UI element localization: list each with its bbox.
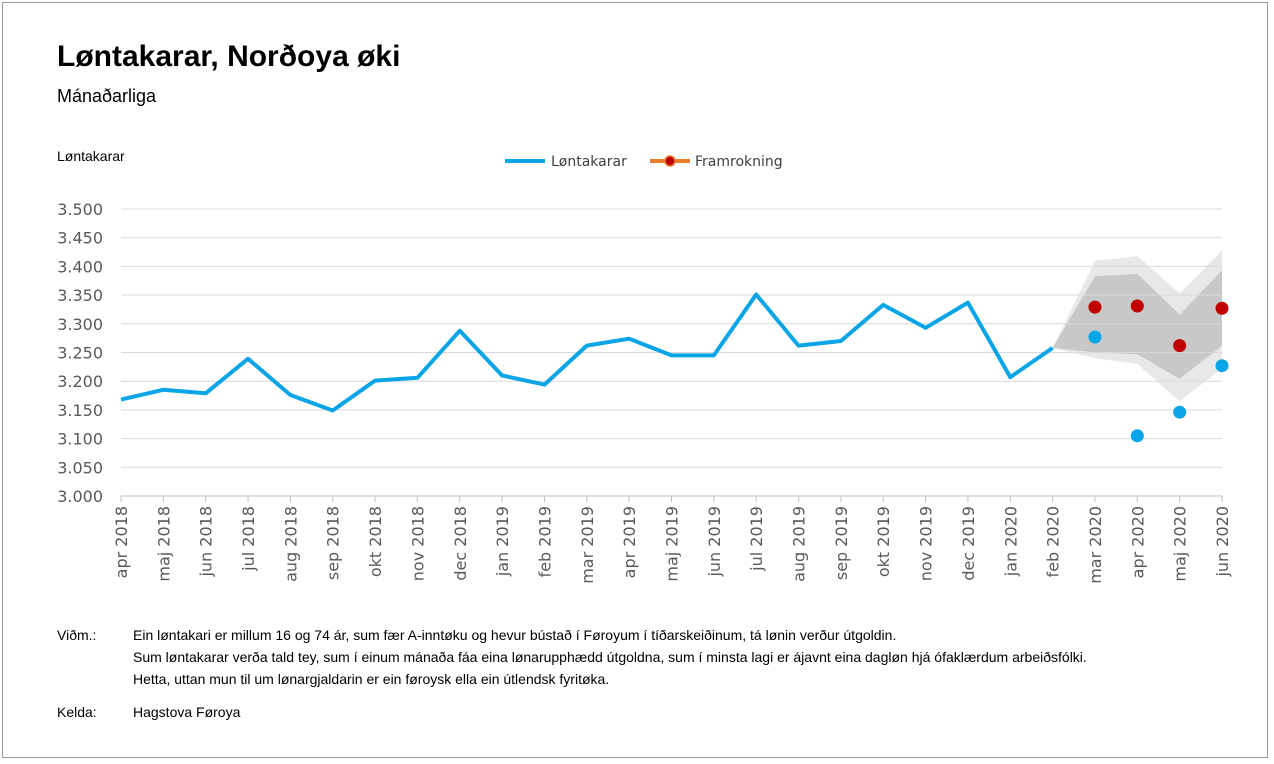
forecast-point <box>1215 301 1229 315</box>
x-tick-label: nov 2019 <box>917 506 936 581</box>
x-tick-label: feb 2019 <box>535 506 554 577</box>
notes-line-3: Hetta, uttan mun til um lønargjaldarin e… <box>133 671 610 687</box>
x-tick-label: okt 2019 <box>874 506 893 577</box>
legend-swatch-framrokning-marker <box>664 155 676 167</box>
forecast-point <box>1173 339 1187 353</box>
y-tick-label: 3.050 <box>57 458 103 477</box>
series-layer <box>120 292 1229 443</box>
y-axis-label: Løntakarar <box>57 148 125 164</box>
notes-label: Viðm.: <box>57 627 97 643</box>
legend-label-lontakarar: Løntakarar <box>551 154 627 170</box>
x-tick-label: dec 2019 <box>959 506 978 581</box>
x-tick-label: jun 2020 <box>1213 506 1232 578</box>
x-tick-label: okt 2018 <box>366 506 385 577</box>
actual-point <box>1130 429 1144 443</box>
x-tick-label: jun 2019 <box>705 506 724 578</box>
x-tick-label: feb 2020 <box>1044 506 1063 577</box>
x-tick-label: jul 2018 <box>239 506 258 572</box>
actual-point <box>1088 330 1102 344</box>
forecast-bands <box>1052 250 1222 402</box>
x-tick-label: maj 2019 <box>663 506 682 582</box>
y-tick-label: 3.400 <box>57 257 103 276</box>
x-tick-label: jun 2018 <box>197 506 216 578</box>
notes-line-2: Sum løntakarar verða tald tey, sum í ein… <box>133 649 1087 665</box>
y-tick-label: 3.350 <box>57 286 103 305</box>
source-text: Hagstova Føroya <box>133 704 241 720</box>
x-tick-label: mar 2019 <box>578 506 597 584</box>
y-tick-label: 3.000 <box>57 487 103 506</box>
source-label: Kelda: <box>57 704 97 720</box>
y-tick-label: 3.500 <box>57 200 103 219</box>
axes: 3.000 3.050 3.100 3.150 3.200 3.250 3.300 3.350… <box>57 200 1232 584</box>
y-tick-label: 3.450 <box>57 229 103 248</box>
gridlines <box>121 208 1222 468</box>
y-tick-label: 3.250 <box>57 344 103 363</box>
x-tick-label: sep 2018 <box>324 506 343 580</box>
x-tick-label: jul 2019 <box>747 506 766 572</box>
x-tick-label: apr 2018 <box>112 506 131 578</box>
x-tick-label: sep 2019 <box>832 506 851 580</box>
x-tick-label: mar 2020 <box>1086 506 1105 584</box>
chart-subtitle: Mánaðarliga <box>57 86 157 106</box>
x-tick-label: nov 2018 <box>408 506 427 581</box>
x-tick-label: maj 2018 <box>154 506 173 582</box>
x-tick-label: jan 2019 <box>493 506 512 577</box>
forecast-point <box>1130 299 1144 313</box>
notes-line-1: Ein løntakari er millum 16 og 74 ár, sum… <box>133 627 897 643</box>
series-line-lontakarar <box>120 292 1054 413</box>
y-tick-label: 3.150 <box>57 401 103 420</box>
x-tick-label: aug 2019 <box>790 506 809 582</box>
actual-point <box>1173 405 1187 419</box>
x-tick-label: apr 2020 <box>1128 506 1147 578</box>
x-tick-label: dec 2018 <box>451 506 470 581</box>
y-tick-label: 3.200 <box>57 372 103 391</box>
forecast-point <box>1088 300 1102 314</box>
x-tick-label: maj 2020 <box>1171 506 1190 582</box>
actual-point <box>1215 359 1229 373</box>
x-tick-label: apr 2019 <box>620 506 639 578</box>
x-tick-label: aug 2018 <box>281 506 300 582</box>
y-tick-label: 3.300 <box>57 315 103 334</box>
chart-title: Løntakarar, Norðoya øki <box>57 40 401 73</box>
legend-label-framrokning: Framrokning <box>695 154 783 170</box>
legend: Løntakarar Framrokning <box>505 154 783 170</box>
y-tick-label: 3.100 <box>57 430 103 449</box>
x-tick-label: jan 2020 <box>1001 506 1020 577</box>
